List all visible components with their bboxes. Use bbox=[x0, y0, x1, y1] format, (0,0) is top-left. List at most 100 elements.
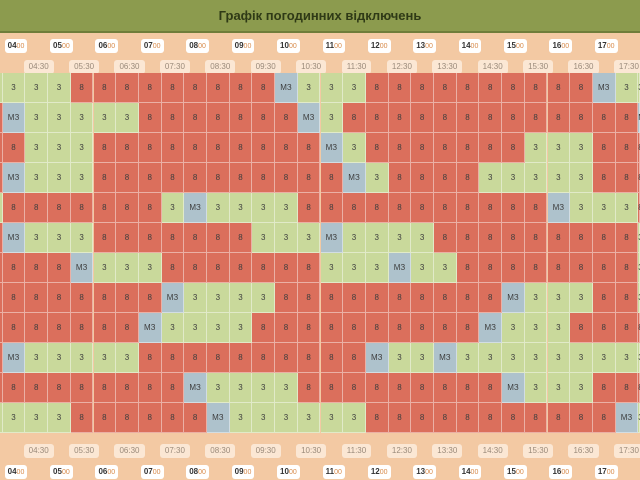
hour-label-05: 0500 bbox=[41, 459, 81, 480]
slot-cell-on: 3 bbox=[70, 163, 94, 193]
slot-cell-off: 8 bbox=[184, 223, 207, 253]
slot-cell-off: 8 bbox=[138, 343, 162, 373]
slot-cell-on: 3 bbox=[524, 283, 548, 313]
slot-cell-on: 3 bbox=[0, 193, 3, 223]
hour-pill: 0700 bbox=[140, 465, 164, 479]
slot-cell-on: 3 bbox=[388, 223, 412, 253]
slot-cell-off: 8 bbox=[229, 103, 253, 133]
slot-cell-on: 3 bbox=[207, 283, 230, 313]
slot-cell-off: 8 bbox=[116, 133, 139, 163]
slot-cell-off: 8 bbox=[479, 103, 503, 133]
slot-cell-off: 8 bbox=[2, 373, 26, 403]
half-hour-label-7: 11:30 bbox=[337, 438, 377, 459]
half-hour-pill: 06:30 bbox=[114, 60, 145, 74]
hour-label-09: 0900 bbox=[223, 459, 263, 480]
slot-cell-off: 8 bbox=[365, 283, 389, 313]
slot-cell-on: 3 bbox=[184, 313, 207, 343]
half-hour-label-12: 16:30 bbox=[564, 438, 604, 459]
hour-minutes: 00 bbox=[425, 469, 433, 476]
hour-label-14: 1400 bbox=[450, 459, 490, 480]
half-hour-pill: 15:30 bbox=[523, 60, 554, 74]
half-hour-pill: 04:30 bbox=[23, 444, 54, 458]
hour-pill: 1300 bbox=[413, 465, 436, 479]
slot-cell-off: 8 bbox=[524, 223, 548, 253]
slot-cell-off: 8 bbox=[161, 343, 185, 373]
slot-cell-on: 3 bbox=[343, 253, 366, 283]
slot-cell-off: 8 bbox=[93, 133, 117, 163]
slot-cell-off: 8 bbox=[161, 253, 185, 283]
hour-minutes: 00 bbox=[152, 469, 161, 476]
slot-cell-off: 8 bbox=[343, 373, 366, 403]
half-hour-label-0: 04:30 bbox=[19, 438, 59, 459]
hour-row-top: 0400 0500 0600 0700 0800 0900 1000 1100 1200 1300… bbox=[0, 33, 640, 54]
slot-cell-maybe: МЗ bbox=[320, 133, 344, 163]
slot-cell-off: 8 bbox=[456, 133, 480, 163]
half-hour-pill: 17:30 bbox=[613, 444, 640, 458]
slot-cell-off: 8 bbox=[343, 313, 366, 343]
slot-cell-off: 8 bbox=[229, 133, 253, 163]
slot-cell-off: 8 bbox=[252, 133, 276, 163]
hour-label-04: 0400 bbox=[0, 459, 36, 480]
hour-value: 14 bbox=[461, 467, 471, 476]
slot-cell-on: 3 bbox=[343, 133, 366, 163]
hour-pill: 1600 bbox=[549, 465, 573, 479]
slot-cell-on: 3 bbox=[25, 133, 49, 163]
slot-cell-off: 8 bbox=[252, 343, 276, 373]
slot-cell-off: 8 bbox=[502, 223, 525, 253]
hour-value: 10 bbox=[280, 467, 289, 476]
slot-cell-off: 8 bbox=[297, 133, 321, 163]
slot-cell-on: 3 bbox=[320, 103, 344, 133]
slot-cell-off: 8 bbox=[502, 73, 525, 103]
slot-cell-on: 3 bbox=[343, 73, 366, 103]
slot-cell-off: 8 bbox=[161, 133, 185, 163]
slot-cell-off: 8 bbox=[388, 373, 412, 403]
slot-cell-off: 8 bbox=[456, 73, 480, 103]
slot-cell-off: 8 bbox=[320, 373, 344, 403]
hour-pill: 0500 bbox=[50, 39, 73, 53]
slot-cell-on: 3 bbox=[524, 343, 548, 373]
slot-cell-off: 8 bbox=[570, 73, 593, 103]
hour-label-04: 0400 bbox=[0, 33, 36, 54]
half-hour-pill: 09:30 bbox=[250, 60, 281, 74]
hour-value: 12 bbox=[370, 467, 380, 476]
slot-cell-off: 8 bbox=[434, 73, 457, 103]
slot-cell-off: 8 bbox=[229, 223, 253, 253]
slot-cell-off: 8 bbox=[502, 403, 525, 433]
hour-label-13: 1300 bbox=[405, 459, 445, 480]
hour-value: 05 bbox=[53, 467, 62, 476]
slot-cell-off: 8 bbox=[207, 253, 230, 283]
half-hour-label-7: 11:30 bbox=[337, 54, 377, 75]
half-hour-pill: 06:30 bbox=[114, 444, 145, 458]
slot-cell-off: 8 bbox=[116, 223, 139, 253]
slot-cell-off: 8 bbox=[320, 163, 344, 193]
hour-label-06: 0600 bbox=[87, 33, 127, 54]
slot-cell-off: 8 bbox=[161, 223, 185, 253]
slot-cell-on: 3 bbox=[592, 193, 616, 223]
slot-cell-off: 8 bbox=[456, 313, 480, 343]
half-hour-label-6: 10:30 bbox=[291, 54, 331, 75]
slot-cell-off: 8 bbox=[547, 73, 571, 103]
hour-value: 07 bbox=[143, 467, 153, 476]
slot-cell-on: 3 bbox=[252, 373, 276, 403]
slot-cell-off: 8 bbox=[0, 103, 3, 133]
hour-pill: 0500 bbox=[50, 465, 73, 479]
slot-cell-off: 8 bbox=[411, 283, 434, 313]
slot-cell-off: 8 bbox=[365, 73, 389, 103]
hour-value: 11 bbox=[325, 41, 335, 50]
slot-cell-off: 8 bbox=[502, 193, 525, 223]
slot-cell-off: 8 bbox=[411, 163, 434, 193]
half-hour-pill: 13:30 bbox=[432, 444, 463, 458]
slot-cell-off: 8 bbox=[547, 223, 571, 253]
slot-cell-off: 8 bbox=[184, 343, 207, 373]
hour-minutes: 00 bbox=[61, 43, 70, 50]
slot-cell-maybe: МЗ bbox=[207, 403, 230, 433]
hour-label-15: 1500 bbox=[495, 33, 535, 54]
slot-cell-maybe: МЗ bbox=[547, 193, 571, 223]
hour-value: 07 bbox=[143, 41, 153, 50]
hour-pill: 1200 bbox=[367, 39, 391, 53]
hour-pill: 0700 bbox=[140, 39, 164, 53]
half-hour-label-1: 05:30 bbox=[64, 438, 104, 459]
slot-cell-on: 3 bbox=[93, 103, 117, 133]
slot-cell-off: 8 bbox=[70, 193, 94, 223]
slot-cell-on: 3 bbox=[365, 223, 389, 253]
